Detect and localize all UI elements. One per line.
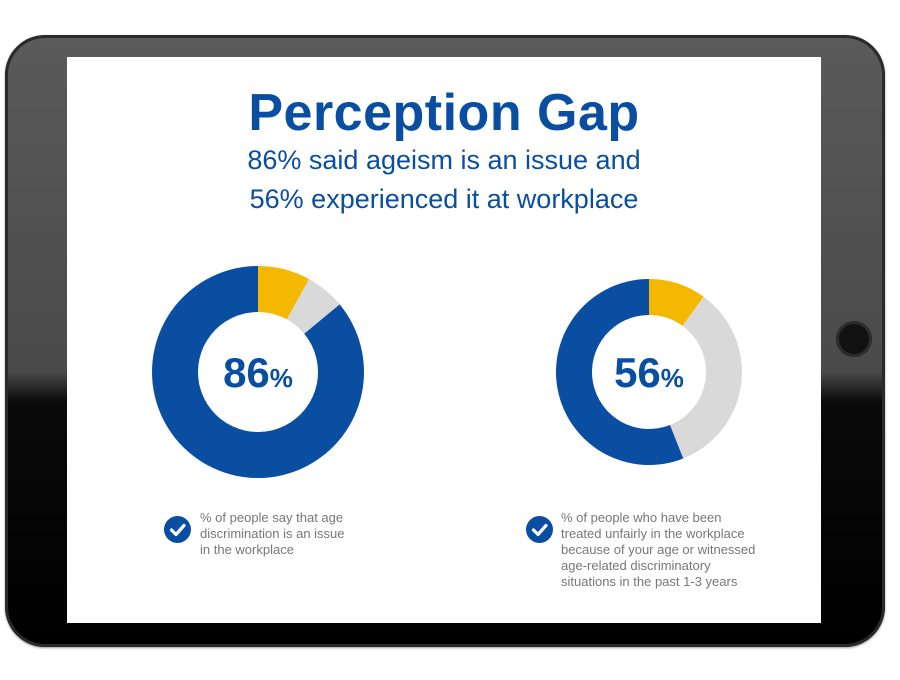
donut-2-center-number: 56 bbox=[614, 349, 661, 396]
donut-2-yellow-slice bbox=[649, 279, 704, 326]
donut-1-gray-slice bbox=[286, 279, 340, 334]
home-button[interactable] bbox=[836, 321, 872, 357]
donut-1-center-number: 86 bbox=[223, 349, 270, 396]
donut-1-main-slice bbox=[151, 266, 364, 478]
check-icon bbox=[164, 516, 191, 543]
infographic-screen: Perception Gap 86% said ageism is an iss… bbox=[67, 57, 821, 623]
donut-2-center-unit: % bbox=[661, 363, 684, 393]
subtitle-line-2: 56% experienced it at workplace bbox=[249, 184, 639, 214]
check-icon bbox=[526, 516, 553, 543]
donut-1-center-label: 86% bbox=[223, 349, 293, 396]
donut-2-gray-slice bbox=[669, 296, 742, 459]
donut-1-yellow-slice bbox=[258, 266, 310, 320]
caption-right: % of people who have been treated unfair… bbox=[561, 510, 756, 589]
donut-charts: 86% 56% bbox=[151, 266, 742, 478]
donut-2-center-label: 56% bbox=[614, 349, 684, 396]
donut-2-main-slice bbox=[555, 279, 684, 466]
subtitle-line-1: 86% said ageism is an issue and bbox=[247, 145, 641, 175]
donut-1-center-unit: % bbox=[270, 363, 293, 393]
caption-left: % of people say that age discrimination … bbox=[200, 510, 345, 557]
page-title: Perception Gap bbox=[248, 84, 640, 142]
